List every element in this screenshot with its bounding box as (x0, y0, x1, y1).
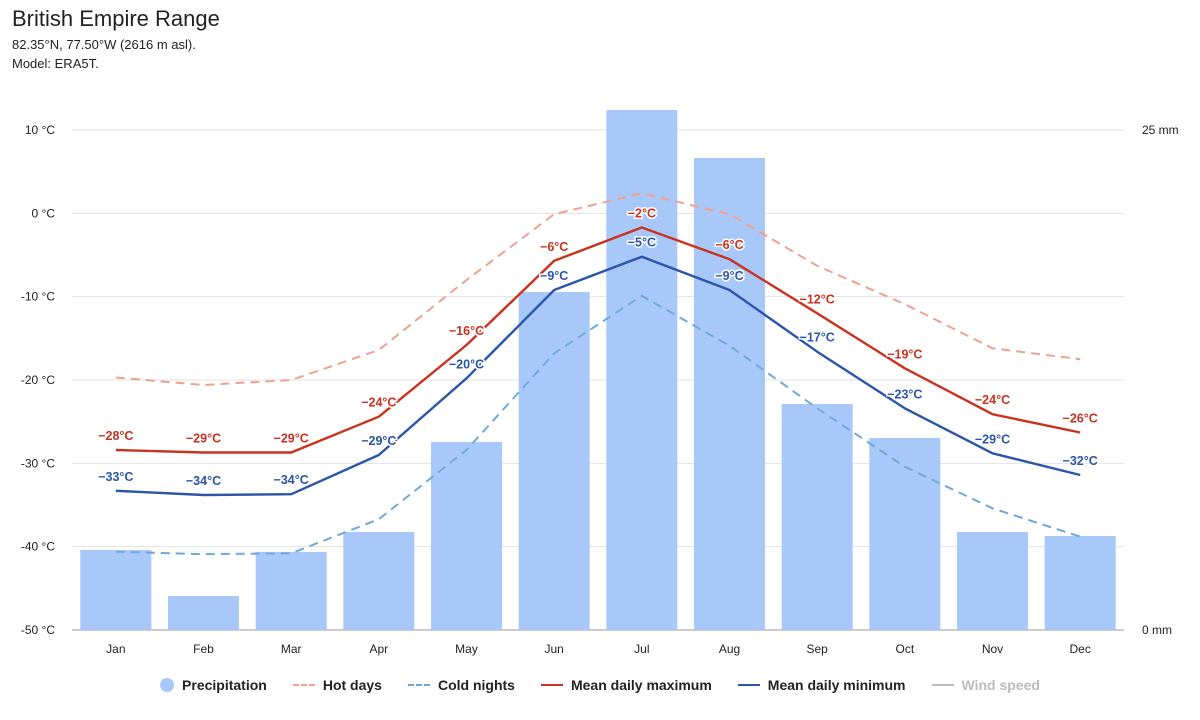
legend-line-icon (737, 684, 760, 686)
mean-min-line (115, 255, 1081, 497)
mean-min-data-label: −34°C (274, 473, 309, 487)
y-left-tick-label: -50 °C (21, 623, 55, 637)
legend-item-cold-nights[interactable]: Cold nights (407, 677, 515, 693)
x-tick-label: Sep (806, 642, 828, 656)
mean-min-data-label: −9°C (715, 269, 743, 283)
x-tick-label: Nov (982, 642, 1003, 656)
x-tick-label: Jun (544, 642, 563, 656)
mean-min-data-label: −33°C (98, 470, 133, 484)
mean-max-data-label: −6°C (715, 238, 743, 252)
mean-max-data-label: −16°C (449, 324, 484, 338)
precipitation-bar (167, 596, 240, 630)
legend-label: Wind speed (961, 677, 1040, 693)
mean-max-data-label: −29°C (274, 432, 309, 446)
mean-max-data-label: −26°C (1063, 412, 1098, 426)
climate-chart: 10 °C 0 °C -10 °C -20 °C -30 °C -40 °C -50 °C 2… (21, 110, 1179, 656)
precipitation-bar (255, 552, 327, 630)
legend-dot-icon (160, 678, 175, 692)
precipitation-bar (606, 110, 678, 630)
mean-min-data-label: −20°C (449, 357, 484, 371)
legend-line-icon (292, 684, 315, 686)
legend-item-wind-speed[interactable]: Wind speed (931, 677, 1040, 693)
legend-label: Cold nights (437, 677, 515, 693)
x-tick-label: Dec (1069, 642, 1090, 656)
x-tick-label: Jul (634, 642, 649, 656)
precipitation-bar (430, 442, 503, 630)
mean-min-data-label: −17°C (800, 331, 835, 345)
legend-label: Mean daily minimum (767, 677, 906, 693)
legend-line-icon (540, 684, 563, 686)
legend-line-icon (931, 684, 954, 686)
precipitation-bar (693, 158, 766, 630)
precipitation-bar (869, 438, 941, 630)
y-right-tick-label: 25 mm (1142, 123, 1179, 137)
cold-nights-line (115, 294, 1081, 556)
y-left-tick-label: -30 °C (21, 456, 55, 470)
precipitation-bar (1044, 536, 1116, 630)
legend-item-mean-max[interactable]: Mean daily maximum (540, 677, 712, 693)
y-left-tick-label: -20 °C (21, 373, 55, 387)
mean-min-data-label: −5°C (628, 236, 656, 250)
precipitation-bar (956, 532, 1029, 630)
model-text: Model: ERA5T. (12, 56, 99, 71)
x-tick-label: Apr (369, 642, 388, 656)
mean-max-data-label: −12°C (800, 292, 835, 306)
legend-line-icon (407, 684, 430, 686)
precipitation-bar (781, 404, 853, 630)
legend-label: Mean daily maximum (570, 677, 712, 693)
legend: Precipitation Hot days Cold nights Mean dai… (0, 677, 1200, 693)
mean-max-line (115, 226, 1081, 454)
legend-item-precipitation[interactable]: Precipitation (160, 677, 267, 693)
mean-max-data-label: −6°C (540, 240, 568, 254)
legend-label: Precipitation (182, 677, 267, 693)
mean-max-data-label: −24°C (361, 396, 396, 410)
location-text: 82.35°N, 77.50°W (2616 m asl). (12, 37, 196, 52)
mean-max-data-label: −24°C (975, 393, 1010, 407)
mean-min-data-label: −32°C (1063, 454, 1098, 468)
mean-min-data-label: −23°C (887, 387, 922, 401)
precipitation-bar (343, 532, 415, 630)
mean-max-data-label: −28°C (98, 429, 133, 443)
legend-item-mean-min[interactable]: Mean daily minimum (737, 677, 906, 693)
mean-max-data-label: −19°C (887, 347, 922, 361)
x-tick-label: Jan (106, 642, 125, 656)
mean-min-data-label: −29°C (361, 434, 396, 448)
legend-item-hot-days[interactable]: Hot days (292, 677, 382, 693)
chart-title: British Empire Range (12, 6, 220, 31)
mean-max-data-label: −2°C (628, 207, 656, 221)
mean-min-data-label: −29°C (975, 432, 1010, 446)
y-left-tick-label: 10 °C (25, 123, 55, 137)
precipitation-bar (80, 550, 152, 630)
y-left-tick-label: -40 °C (21, 540, 55, 554)
mean-min-data-label: −9°C (540, 269, 568, 283)
x-tick-label: May (455, 642, 478, 656)
x-tick-label: Feb (193, 642, 214, 656)
x-tick-label: Mar (281, 642, 302, 656)
legend-label: Hot days (322, 677, 382, 693)
mean-max-data-label: −29°C (186, 432, 221, 446)
y-left-tick-label: 0 °C (32, 206, 56, 220)
y-left-tick-label: -10 °C (21, 290, 55, 304)
x-tick-label: Aug (719, 642, 740, 656)
y-right-tick-label: 0 mm (1142, 623, 1172, 637)
precipitation-bar (518, 292, 590, 630)
x-tick-label: Oct (895, 642, 914, 656)
mean-min-data-label: −34°C (186, 474, 221, 488)
hot-days-line (115, 192, 1081, 386)
